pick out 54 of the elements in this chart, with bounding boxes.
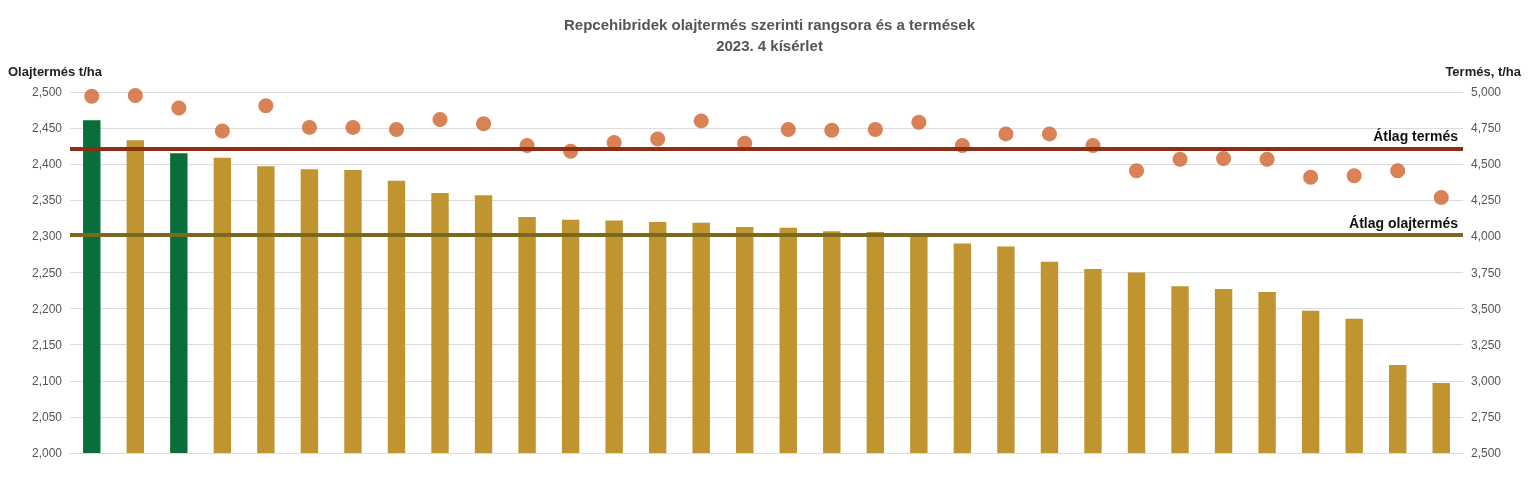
y-tick-label: 2,500 — [31, 85, 63, 99]
ref-line-label: Átlag olajtermés — [1349, 214, 1459, 231]
y-tick-label: 2,200 — [31, 301, 63, 316]
y-axis-title: Olajtermés t/ha — [8, 64, 103, 79]
point — [1041, 126, 1057, 142]
y-tick-label: 2,250 — [31, 265, 63, 280]
y2-tick-label: 3,500 — [1471, 301, 1502, 316]
y2-tick-label: 4,000 — [1471, 229, 1502, 244]
y2-tick-label: 4,500 — [1471, 157, 1502, 172]
y-tick-label: 2,450 — [31, 121, 63, 136]
point — [1129, 163, 1145, 179]
point — [1172, 151, 1188, 167]
point — [1346, 168, 1362, 184]
point — [84, 88, 100, 104]
chart-title: Repcehibridek olajtermés szerinti rangsora és a termések — [563, 16, 976, 33]
y-tick-label: 2,350 — [31, 193, 63, 208]
point — [214, 123, 230, 139]
point — [432, 111, 448, 127]
point — [867, 122, 883, 138]
y-tick-label: 2,150 — [31, 337, 63, 352]
point — [1433, 189, 1449, 205]
y2-tick-label: 2,500 — [1471, 446, 1502, 460]
point — [1216, 150, 1232, 166]
point — [650, 131, 666, 147]
point — [824, 122, 840, 138]
point — [476, 116, 492, 132]
y-tick-label: 2,300 — [31, 229, 63, 244]
chart-subtitle: 2023. 4 kísérlet — [716, 37, 823, 54]
point — [780, 122, 796, 138]
point — [258, 98, 274, 114]
y-tick-label: 2,050 — [31, 409, 63, 424]
y2-tick-label: 4,250 — [1471, 193, 1502, 208]
y2-axis-title: Termés, t/ha — [1445, 64, 1522, 79]
point — [171, 100, 187, 116]
point — [389, 122, 404, 138]
point — [1259, 151, 1275, 167]
y2-tick-label: 2,750 — [1471, 409, 1502, 424]
y2-tick-label: 3,750 — [1471, 265, 1502, 280]
point — [911, 114, 927, 130]
y2-tick-label: 3,000 — [1471, 373, 1502, 388]
ref-line-label: Átlag termés — [1373, 128, 1459, 145]
point — [998, 126, 1014, 142]
point — [693, 113, 709, 129]
y2-tick-label: 3,250 — [1471, 337, 1502, 352]
y-tick-label: 2,100 — [31, 373, 63, 388]
y2-tick-label: 4,750 — [1471, 121, 1502, 136]
y2-tick-label: 5,000 — [1471, 85, 1502, 99]
point — [1303, 169, 1319, 185]
y-tick-label: 2,000 — [31, 446, 63, 460]
point — [301, 119, 317, 135]
y-tick-label: 2,400 — [31, 157, 63, 172]
point — [1390, 163, 1406, 179]
point — [345, 119, 361, 135]
point — [127, 88, 143, 104]
